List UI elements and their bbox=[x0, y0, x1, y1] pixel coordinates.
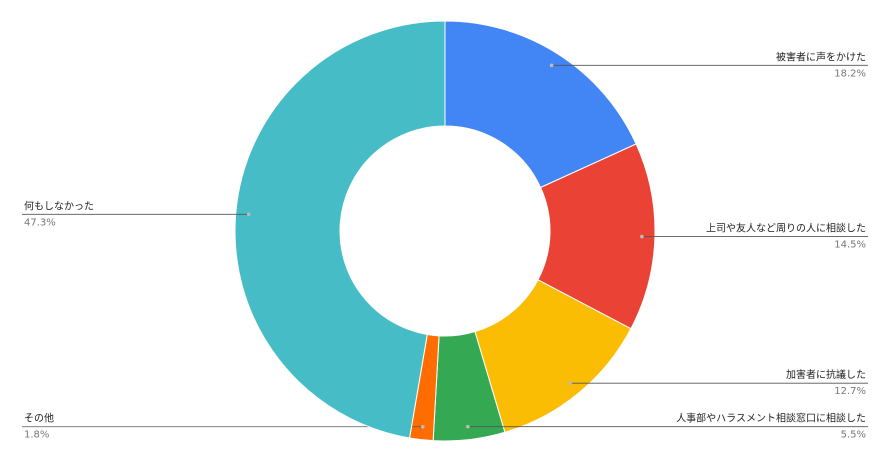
slice-value: 5.5% bbox=[841, 430, 866, 441]
slice-value: 12.7% bbox=[834, 386, 866, 397]
leader-dot bbox=[466, 424, 470, 429]
leader-dot bbox=[640, 234, 644, 239]
leader-dot bbox=[420, 424, 425, 429]
slice-label: その他 bbox=[24, 412, 54, 425]
slice-value: 14.5% bbox=[834, 240, 866, 251]
slice-label: 上司や友人など周りの人に相談した bbox=[706, 222, 866, 235]
leader-dot bbox=[568, 381, 572, 385]
leader-dot bbox=[246, 212, 251, 217]
slice-value: 47.3% bbox=[24, 217, 56, 228]
donut-slice bbox=[444, 20, 637, 189]
donut-slice bbox=[234, 20, 446, 439]
slice-value: 18.2% bbox=[834, 68, 866, 79]
slice-label: 何もしなかった bbox=[24, 199, 94, 212]
leader-dot bbox=[549, 63, 554, 68]
slice-label: 被害者に声をかけた bbox=[776, 50, 866, 63]
slice-value: 1.8% bbox=[24, 430, 49, 441]
slice-label: 加害者に抗議した bbox=[786, 368, 866, 381]
slice-label: 人事部やハラスメント相談窓口に相談した bbox=[676, 412, 866, 425]
